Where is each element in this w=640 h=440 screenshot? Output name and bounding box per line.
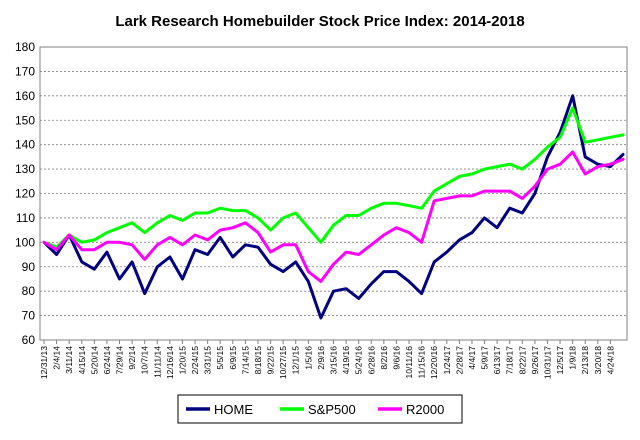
- series-lines: [42, 94, 625, 320]
- x-tick-label: 10/11/16: [404, 346, 414, 379]
- y-tick-label: 60: [22, 333, 36, 347]
- y-tick-label: 120: [15, 187, 35, 201]
- y-tick-label: 80: [22, 284, 36, 298]
- x-tick-label: 2/24/15: [190, 346, 200, 375]
- x-tick-label: 1/20/15: [177, 346, 187, 375]
- x-tick-label: 7/18/17: [505, 346, 515, 375]
- legend-label-home: HOME: [214, 402, 253, 417]
- x-tick-label: 6/9/15: [228, 346, 238, 370]
- x-tick-label: 2/28/17: [454, 346, 464, 375]
- x-tick-label: 4/24/18: [605, 346, 615, 375]
- y-tick-label: 170: [15, 64, 35, 78]
- series-line-home: [42, 94, 625, 320]
- x-tick-label: 2/4/14: [52, 346, 62, 370]
- legend-label-s-p500: S&P500: [308, 402, 356, 417]
- y-axis-ticks: 60 70 80 90 100 110 120 130 140 150 160 170 180: [15, 40, 35, 347]
- x-tick-label: 12/31/13: [39, 346, 49, 379]
- x-tick-label: 3/20/18: [593, 346, 603, 375]
- series-line-s-p500: [42, 106, 625, 249]
- x-tick-label: 8/2/16: [379, 346, 389, 370]
- x-tick-label: 11/15/16: [417, 346, 427, 379]
- series-line-r2000: [42, 150, 625, 283]
- x-tick-label: 4/19/16: [341, 346, 351, 375]
- legend-label-r2000: R2000: [406, 402, 444, 417]
- y-tick-label: 180: [15, 40, 35, 54]
- x-tick-label: 9/22/15: [266, 346, 276, 375]
- x-tick-label: 5/5/15: [215, 346, 225, 370]
- x-tick-label: 2/9/16: [316, 346, 326, 370]
- x-tick-label: 6/28/16: [366, 346, 376, 375]
- x-tick-label: 4/15/14: [77, 346, 87, 375]
- x-tick-label: 12/20/16: [429, 346, 439, 379]
- x-tick-label: 10/27/15: [278, 346, 288, 379]
- x-tick-label: 8/18/15: [253, 346, 263, 375]
- x-tick-label: 6/24/14: [102, 346, 112, 375]
- x-tick-label: 7/14/15: [240, 346, 250, 375]
- y-tick-label: 90: [22, 260, 36, 274]
- x-tick-label: 5/24/16: [354, 346, 364, 375]
- x-tick-label: 12/16/14: [165, 346, 175, 379]
- chart-title: Lark Research Homebuilder Stock Price In…: [115, 13, 524, 30]
- y-tick-label: 100: [15, 235, 35, 249]
- x-tick-label: 10/7/14: [140, 346, 150, 375]
- x-tick-label: 3/11/14: [64, 346, 74, 374]
- y-tick-label: 150: [15, 113, 35, 127]
- y-tick-label: 140: [15, 138, 35, 152]
- y-tick-label: 130: [15, 162, 35, 176]
- x-tick-label: 7/29/14: [115, 346, 125, 375]
- x-tick-label: 1/5/16: [303, 346, 313, 370]
- x-tick-label: 3/31/15: [203, 346, 213, 375]
- x-tick-label: 12/1/15: [291, 346, 301, 375]
- x-tick-label: 4/4/17: [467, 346, 477, 370]
- x-axis-ticks: 12/31/13 2/4/14 3/11/14 4/15/14 5/20/14 6/24/…: [39, 340, 615, 379]
- x-tick-label: 9/26/17: [530, 346, 540, 375]
- x-tick-label: 5/9/17: [480, 346, 490, 370]
- x-tick-label: 6/13/17: [492, 346, 502, 375]
- x-tick-label: 1/24/17: [442, 346, 452, 375]
- x-tick-label: 2/13/18: [580, 346, 590, 375]
- x-tick-label: 1/9/18: [568, 346, 578, 370]
- x-tick-label: 11/11/14: [152, 346, 162, 378]
- legend-box: [177, 394, 463, 424]
- legend: HOME S&P500 R2000: [177, 394, 463, 424]
- x-tick-label: 12/5/17: [555, 346, 565, 375]
- x-tick-label: 5/20/14: [89, 346, 99, 375]
- x-tick-label: 10/31/17: [542, 346, 552, 379]
- x-tick-label: 9/6/16: [391, 346, 401, 370]
- y-tick-label: 110: [16, 211, 35, 225]
- x-tick-label: 3/15/16: [329, 346, 339, 375]
- y-tick-label: 160: [15, 89, 35, 103]
- x-tick-label: 8/22/17: [517, 346, 527, 375]
- y-tick-label: 70: [22, 309, 36, 323]
- x-tick-label: 9/2/14: [127, 346, 137, 370]
